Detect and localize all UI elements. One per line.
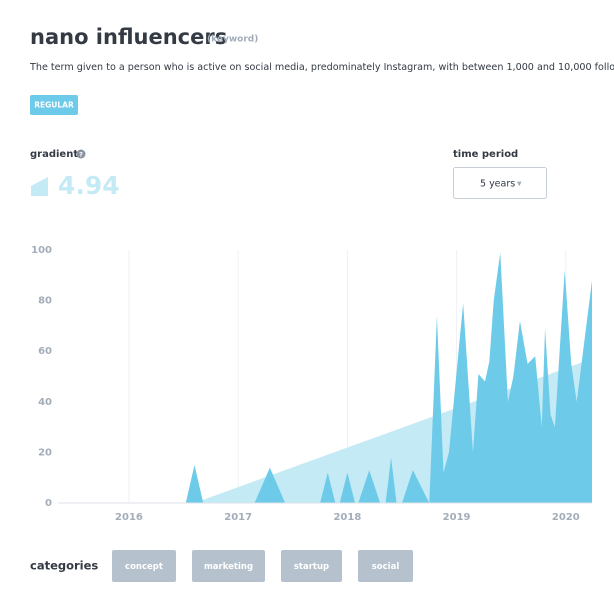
title: nano influencers xyxy=(30,25,227,49)
x-tick-label: 2020 xyxy=(552,512,580,523)
category-label[interactable]: social xyxy=(372,562,400,572)
y-tick-label: 20 xyxy=(38,447,52,458)
category-button[interactable] xyxy=(112,550,176,582)
badge-label[interactable]: REGULAR xyxy=(34,101,74,110)
y-tick-label: 60 xyxy=(38,346,52,357)
help-mark[interactable]: ? xyxy=(79,151,83,159)
x-tick-label: 2017 xyxy=(224,512,252,523)
category-label[interactable]: marketing xyxy=(204,562,253,572)
category-button[interactable] xyxy=(192,550,265,582)
gradient-icon xyxy=(31,177,48,196)
y-tick-label: 40 xyxy=(38,397,52,408)
y-tick-label: 0 xyxy=(45,498,52,509)
dropdown-arrow[interactable]: ▼ xyxy=(517,181,522,188)
tag: (keyword) xyxy=(207,35,258,45)
category-label[interactable]: concept xyxy=(125,562,163,572)
gradient-value: 4.94 xyxy=(58,171,120,200)
time-period-value[interactable]: 5 years xyxy=(480,179,515,190)
category-button[interactable] xyxy=(358,550,413,582)
badge[interactable] xyxy=(30,95,78,115)
area xyxy=(58,252,592,503)
description: The term given to a person who is active… xyxy=(29,62,614,73)
help-icon[interactable] xyxy=(76,149,86,159)
chart: 0 20 40 60 80 100 2016 2017 2018 2019 2020 xyxy=(31,245,593,523)
x-tick-label: 2018 xyxy=(333,512,361,523)
x-tick-label: 2016 xyxy=(115,512,143,523)
gradient-label: gradient xyxy=(30,149,78,160)
time-period-label: time period xyxy=(453,149,518,160)
x-tick-label: 2019 xyxy=(443,512,471,523)
category-button[interactable] xyxy=(281,550,342,582)
categories-label: categories xyxy=(30,559,98,573)
y-tick-label: 100 xyxy=(31,245,52,256)
category-label[interactable]: startup xyxy=(294,562,329,572)
time-period-select[interactable] xyxy=(453,167,547,199)
y-tick-label: 80 xyxy=(38,296,52,307)
